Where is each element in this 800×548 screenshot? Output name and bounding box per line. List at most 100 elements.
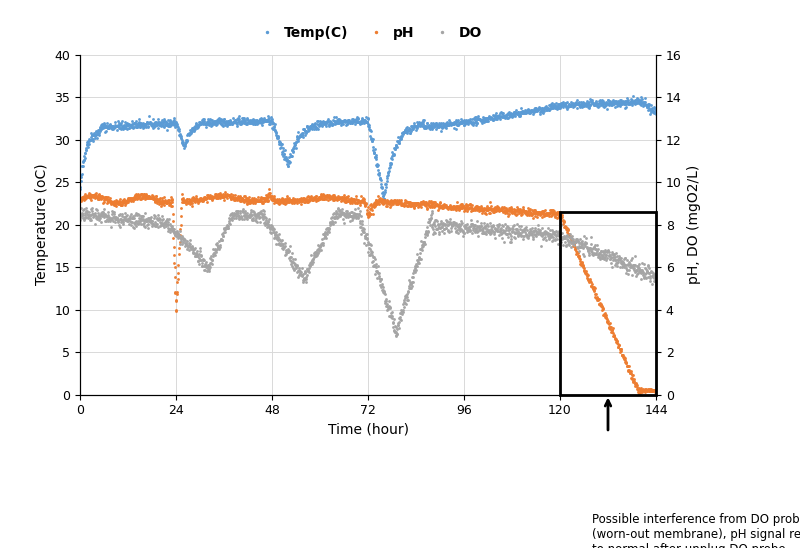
Point: [441, 220, 454, 229]
Point: [432, 222, 445, 231]
Point: [447, 202, 460, 210]
Point: [479, 115, 492, 124]
Point: [94, 191, 107, 200]
Point: [537, 105, 550, 114]
Point: [170, 287, 183, 296]
Point: [94, 193, 106, 202]
Point: [350, 199, 363, 208]
Point: [378, 195, 390, 204]
Point: [143, 118, 156, 127]
Point: [322, 225, 334, 233]
Point: [436, 123, 449, 132]
Point: [185, 242, 198, 250]
Point: [374, 276, 386, 285]
Point: [256, 117, 269, 125]
Point: [162, 224, 174, 232]
Point: [314, 119, 327, 128]
Point: [488, 230, 501, 238]
Point: [327, 190, 340, 199]
Point: [78, 211, 91, 220]
Point: [80, 203, 93, 212]
Point: [389, 196, 402, 204]
Point: [406, 201, 419, 209]
Point: [518, 225, 531, 233]
Point: [568, 100, 581, 109]
Point: [429, 215, 442, 224]
Point: [155, 197, 168, 206]
Point: [208, 189, 221, 198]
Point: [617, 258, 630, 266]
Point: [398, 296, 411, 305]
Point: [257, 206, 270, 215]
Point: [644, 385, 657, 393]
Point: [338, 196, 350, 205]
Point: [312, 249, 325, 258]
Point: [306, 256, 319, 265]
Point: [622, 367, 634, 375]
Point: [266, 225, 279, 234]
Point: [155, 120, 168, 129]
Point: [90, 205, 102, 214]
Point: [548, 207, 561, 216]
Point: [357, 193, 370, 202]
Point: [535, 107, 548, 116]
Point: [334, 210, 347, 219]
Point: [265, 196, 278, 205]
Point: [431, 121, 444, 129]
Point: [159, 216, 172, 225]
Point: [112, 216, 125, 225]
Point: [211, 190, 224, 199]
Point: [194, 118, 206, 127]
Point: [101, 214, 114, 223]
Point: [475, 225, 488, 233]
Point: [259, 117, 272, 125]
Point: [612, 342, 625, 351]
Point: [423, 123, 436, 132]
Point: [87, 210, 100, 219]
Point: [105, 215, 118, 224]
Point: [614, 98, 627, 106]
Point: [346, 213, 358, 221]
Point: [593, 300, 606, 309]
Point: [407, 199, 420, 208]
Point: [250, 211, 263, 220]
Point: [200, 198, 213, 207]
Point: [540, 210, 553, 219]
Point: [562, 238, 575, 247]
Point: [418, 116, 430, 125]
Point: [550, 209, 562, 218]
Point: [379, 180, 392, 189]
Point: [204, 193, 217, 202]
Point: [507, 208, 520, 217]
Point: [185, 196, 198, 205]
Point: [82, 139, 94, 148]
Point: [224, 116, 237, 125]
Point: [382, 200, 395, 209]
Point: [120, 124, 133, 133]
Point: [115, 216, 128, 225]
Point: [293, 195, 306, 204]
Point: [217, 232, 230, 241]
Point: [401, 293, 414, 302]
Point: [166, 118, 179, 127]
Point: [447, 201, 460, 210]
Point: [572, 252, 585, 261]
Point: [566, 242, 579, 250]
Point: [499, 112, 512, 121]
Point: [106, 209, 118, 218]
Point: [268, 233, 281, 242]
Point: [470, 205, 482, 214]
Point: [139, 222, 152, 231]
Point: [170, 231, 183, 240]
Point: [210, 246, 222, 254]
Point: [213, 115, 226, 123]
Point: [606, 250, 619, 259]
Point: [198, 194, 210, 203]
Point: [362, 212, 375, 220]
Point: [366, 258, 378, 267]
Point: [434, 202, 446, 211]
Point: [428, 228, 441, 237]
Point: [430, 217, 443, 226]
Point: [566, 237, 578, 246]
Point: [600, 250, 613, 259]
